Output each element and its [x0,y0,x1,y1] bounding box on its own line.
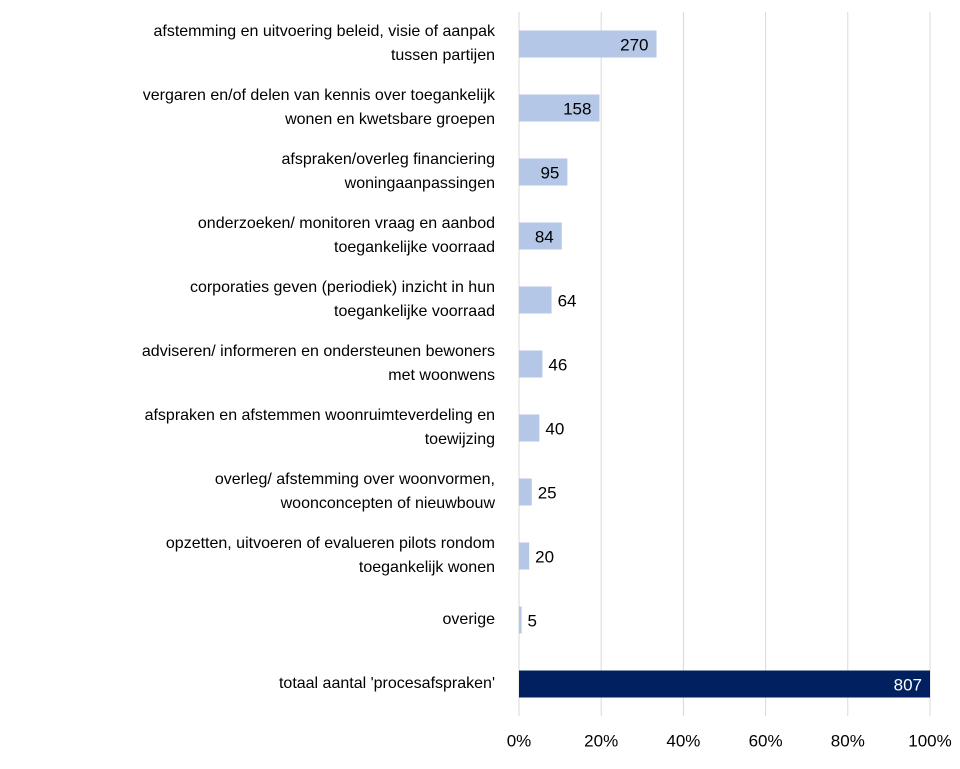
data-label: 25 [538,483,557,502]
data-label: 5 [528,611,537,630]
y-tick-label: afspraken en afstemmen woonruimteverdeli… [145,407,495,448]
bar [519,286,552,314]
bar [519,478,532,506]
data-label: 807 [894,675,922,694]
y-tick-label: adviseren/ informeren en ondersteunen be… [142,343,495,384]
y-tick-label: corporaties geven (periodiek) inzicht in… [190,279,495,320]
x-tick-label: 80% [831,731,865,750]
x-tick-label: 60% [749,731,783,750]
data-label: 40 [545,419,564,438]
bar [519,158,568,186]
y-tick-label: vergaren en/of delen van kennis over toe… [143,87,496,128]
bar [519,670,930,698]
bar [519,30,657,58]
x-tick-label: 40% [666,731,700,750]
bar [519,350,543,378]
y-tick-label: overleg/ afstemming over woonvormen, woon… [215,471,496,512]
bar [519,542,530,570]
bar [519,414,540,442]
data-label: 158 [563,99,591,118]
y-tick-label: afstemming en uitvoering beleid, visie o… [153,23,496,64]
data-label: 84 [535,227,554,246]
y-tick-label: afspraken/overleg financiering woningaanp… [282,151,495,192]
bar [519,222,562,250]
data-label: 64 [558,291,577,310]
bar [519,94,600,122]
x-tick-label: 20% [584,731,618,750]
x-tick-label: 100% [908,731,951,750]
x-tick-label: 0% [507,731,532,750]
y-tick-label: totaal aantal 'procesafspraken' [279,675,495,692]
y-tick-label: overige [443,611,496,628]
data-label: 270 [620,35,648,54]
data-label: 95 [540,163,559,182]
y-tick-label: opzetten, uitvoeren of evalueren pilots … [166,535,495,576]
data-label: 46 [548,355,567,374]
data-label: 20 [535,547,554,566]
y-tick-label: onderzoeken/ monitoren vraag en aanbod to… [198,215,495,256]
bar [519,606,522,634]
